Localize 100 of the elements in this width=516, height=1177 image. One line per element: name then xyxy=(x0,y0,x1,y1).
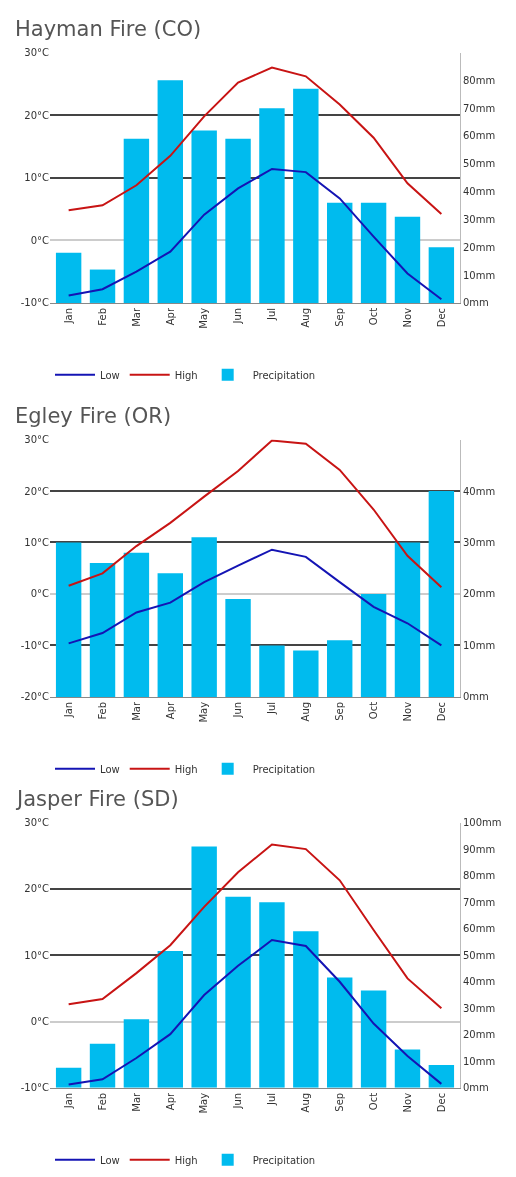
x-tick-label: Mar xyxy=(130,701,142,721)
line-series xyxy=(67,843,443,1010)
y2-tick-label: 20mm xyxy=(463,1029,496,1041)
bar xyxy=(394,216,421,303)
bar xyxy=(191,537,217,697)
x-tick-label: Dec xyxy=(435,1092,447,1113)
legend-label: Precipitation xyxy=(252,1154,316,1166)
bar xyxy=(123,552,150,697)
y2-tick-label: 80mm xyxy=(463,870,496,882)
x-tick-label: Sep xyxy=(333,701,345,721)
legend-label: Low xyxy=(100,1154,120,1166)
bar xyxy=(225,138,251,303)
y-tick-label: -10°C xyxy=(20,639,49,651)
y2-tick-label: 0mm xyxy=(463,297,489,309)
y-tick-label: 10°C xyxy=(24,172,50,184)
bar xyxy=(259,902,285,1088)
x-tick-label: Oct xyxy=(367,701,379,720)
legend-label: Low xyxy=(100,369,120,381)
y2-tick-label: 80mm xyxy=(463,74,496,86)
y2-tick-label: 60mm xyxy=(463,130,496,142)
line-series xyxy=(67,938,443,1086)
y2-tick-label: 30mm xyxy=(463,1002,496,1014)
y-tick-label: 0°C xyxy=(30,588,49,600)
chart-title: Egley Fire (OR) xyxy=(15,404,172,428)
chart-title: Hayman Fire (CO) xyxy=(15,17,202,41)
x-tick-label: Dec xyxy=(435,701,447,722)
bar xyxy=(191,130,217,303)
y-tick-label: 30°C xyxy=(24,434,50,446)
x-tick-label: Mar xyxy=(130,307,142,327)
bar xyxy=(293,931,319,1088)
bar xyxy=(327,202,353,303)
x-tick-label: Nov xyxy=(401,307,413,328)
bar xyxy=(327,640,353,697)
x-tick-label: Nov xyxy=(401,701,413,722)
x-tick-label: May xyxy=(198,1092,210,1114)
bar xyxy=(225,896,251,1088)
legend-label: High xyxy=(174,763,198,775)
legend-label: Low xyxy=(100,763,120,775)
y2-tick-label: 40mm xyxy=(463,186,496,198)
y2-tick-label: 10mm xyxy=(463,269,496,281)
y2-tick-label: 0mm xyxy=(463,1082,489,1094)
y2-tick-label: 90mm xyxy=(463,843,496,855)
bar xyxy=(89,1043,116,1088)
bar xyxy=(123,1019,150,1088)
y-tick-label: 30°C xyxy=(24,47,50,59)
bar xyxy=(89,269,116,303)
y2-tick-label: 20mm xyxy=(463,588,496,600)
x-tick-label: Feb xyxy=(96,701,108,720)
x-tick-label: Jul xyxy=(266,1092,278,1106)
bar xyxy=(55,542,82,697)
x-tick-label: Nov xyxy=(401,1092,413,1113)
x-tick-label: May xyxy=(198,307,210,329)
x-tick-label: Feb xyxy=(96,1092,108,1111)
bar xyxy=(225,599,251,697)
y2-tick-label: 60mm xyxy=(463,923,496,935)
bar xyxy=(360,593,387,697)
y-tick-label: 10°C xyxy=(24,949,50,961)
legend-label: High xyxy=(174,1154,198,1166)
bar xyxy=(327,977,353,1088)
y2-tick-label: 10mm xyxy=(463,639,496,651)
legend-label: Precipitation xyxy=(252,369,316,381)
x-tick-label: Jun xyxy=(232,307,244,325)
line-series xyxy=(67,66,443,216)
x-tick-label: Sep xyxy=(333,1092,345,1112)
x-tick-label: Jul xyxy=(266,307,278,322)
x-tick-label: Feb xyxy=(96,307,108,326)
y-tick-label: -20°C xyxy=(20,691,49,703)
x-tick-label: Oct xyxy=(367,307,379,326)
bar xyxy=(394,542,421,697)
bar xyxy=(157,80,183,303)
bar xyxy=(293,88,319,303)
bar xyxy=(394,1049,421,1088)
y-tick-label: -10°C xyxy=(20,1082,49,1094)
chart-title: Jasper Fire (SD) xyxy=(15,787,179,811)
bar xyxy=(259,645,285,697)
y-tick-label: 0°C xyxy=(30,1016,49,1028)
x-tick-label: Jun xyxy=(232,701,244,719)
y2-tick-label: 20mm xyxy=(463,241,496,253)
bar xyxy=(360,202,387,303)
bar xyxy=(360,990,387,1088)
x-tick-label: Aug xyxy=(300,307,312,328)
y2-tick-label: 50mm xyxy=(463,949,496,961)
x-tick-label: May xyxy=(198,701,210,723)
x-tick-label: Oct xyxy=(367,1092,379,1111)
y-tick-label: 20°C xyxy=(24,109,50,121)
bar xyxy=(259,108,285,303)
bar xyxy=(157,573,183,697)
bar xyxy=(428,247,455,303)
bar xyxy=(191,846,217,1088)
y2-tick-label: 30mm xyxy=(463,213,496,225)
y2-tick-label: 50mm xyxy=(463,158,496,170)
x-tick-label: Aug xyxy=(300,1092,312,1113)
x-tick-label: Aug xyxy=(300,701,312,722)
y2-tick-label: 40mm xyxy=(463,485,496,497)
legend-label: High xyxy=(174,369,198,381)
x-tick-label: Dec xyxy=(435,307,447,328)
y-tick-label: 20°C xyxy=(24,485,50,497)
x-tick-label: Jan xyxy=(62,307,74,325)
x-tick-label: Apr xyxy=(164,1091,176,1111)
x-tick-label: Apr xyxy=(164,307,176,326)
